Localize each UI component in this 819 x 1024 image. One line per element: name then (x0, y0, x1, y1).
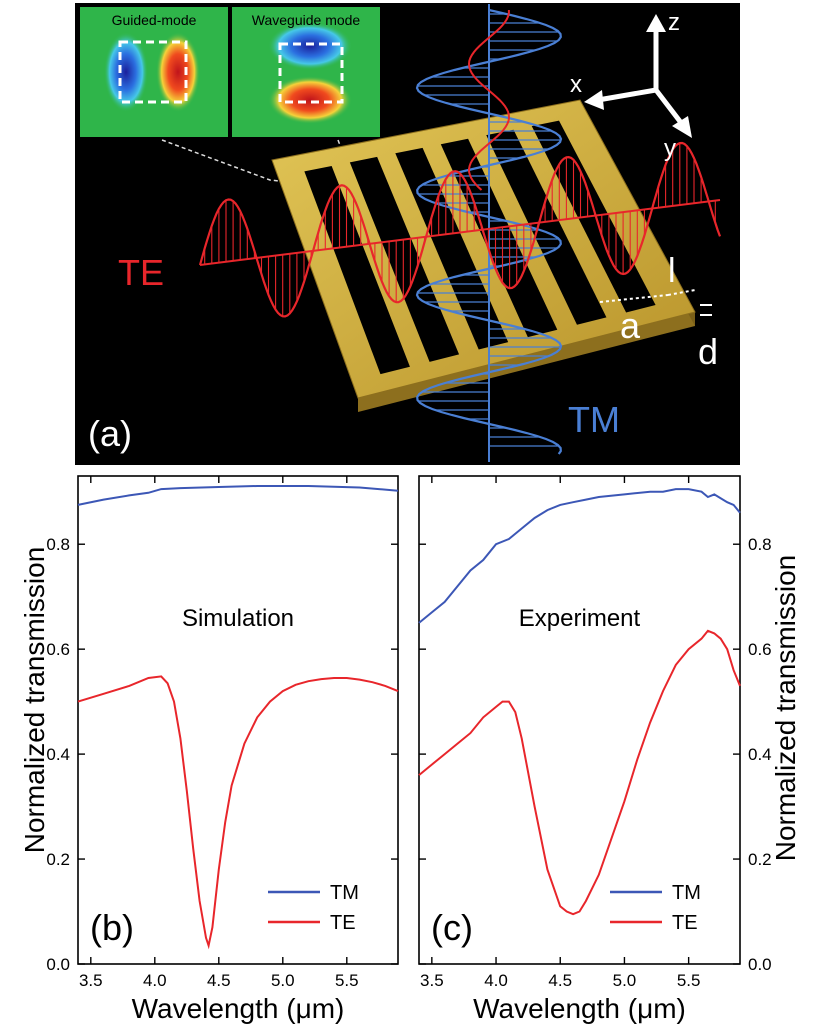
y-axis-title-left: Normalized transmission (19, 547, 50, 854)
axis-label-z: z (668, 9, 680, 36)
legend-label-tm: TM (330, 882, 359, 904)
inset-pointer-line (161, 139, 346, 189)
y-tick-label: 0.0 (748, 955, 772, 974)
chart-annotation: Simulation (182, 605, 294, 632)
grating-edge (358, 312, 695, 412)
x-tick-label: 3.5 (79, 971, 103, 990)
chart-experiment: 3.5 4.0 4.5 5.0 5.5 0.0 0.2 0.4 0.6 0.8 Experiment… (418, 475, 772, 1024)
dim-label-d: d (698, 331, 718, 372)
grating-slot (486, 129, 607, 325)
series-line-tm (77, 485, 399, 506)
y-tick-label: 0.8 (748, 535, 772, 554)
y-tick-label: 0.6 (46, 640, 70, 659)
panel-label: (b) (90, 907, 134, 948)
dimension-markers: a l d (599, 252, 718, 372)
x-tick-label: 4.5 (207, 971, 231, 990)
y-tick-label: 0.8 (46, 535, 70, 554)
chart-annotation: Experiment (519, 605, 641, 632)
y-tick-label: 0.4 (748, 745, 772, 764)
x-tick-label: 5.0 (613, 971, 637, 990)
plot-frame (418, 475, 741, 965)
te-wave (198, 141, 722, 318)
chart-simulation: 3.5 4.0 4.5 5.0 5.5 0.0 0.2 0.4 0.6 0.8 Simulation… (46, 475, 399, 1024)
panel-a-label: (a) (88, 413, 132, 454)
tm-wave-curve (415, 8, 563, 455)
plot-frame (77, 475, 399, 965)
x-tick-label: 5.0 (271, 971, 295, 990)
y-tick-label: 0.2 (46, 850, 70, 869)
series-line-tm (418, 488, 741, 624)
y-tick-label: 0.0 (46, 955, 70, 974)
inset-guided-mode: Guided-mode (80, 7, 228, 137)
field-lobe-red (156, 32, 200, 112)
tm-label: TM (568, 399, 620, 440)
y-tick-label: 0.4 (46, 745, 70, 764)
y-tick-label: 0.6 (748, 640, 772, 659)
x-axis-title: Wavelength (μm) (132, 993, 345, 1024)
series-line-te (418, 629, 741, 916)
inset-waveguide-mode: Waveguide mode (232, 7, 380, 137)
grating-slot (304, 165, 410, 375)
x-tick-label: 5.5 (335, 971, 359, 990)
field-lobe-blue (268, 22, 352, 70)
x-tick-label: 4.0 (143, 971, 167, 990)
inset-left-title: Guided-mode (112, 12, 197, 28)
inset-right-title: Waveguide mode (252, 12, 361, 28)
panel-label: (c) (431, 907, 473, 948)
dim-label-a: a (620, 305, 641, 346)
tm-magnetic-curve (467, 10, 511, 191)
series-line-te (77, 675, 399, 950)
te-label: TE (118, 252, 164, 293)
legend-label-te: TE (672, 912, 698, 934)
tm-wave (415, 4, 563, 462)
x-axis-title: Wavelength (μm) (473, 993, 686, 1024)
legend-label-te: TE (330, 912, 356, 934)
grating-slot (349, 156, 460, 362)
coordinate-axes (584, 14, 692, 138)
x-tick-label: 4.5 (548, 971, 572, 990)
axis-label-y: y (664, 135, 676, 162)
panel-a: Guided-mode Waveguide mode TE TM a l (75, 3, 740, 465)
legend-label-tm: TM (672, 882, 701, 904)
x-tick-label: 4.0 (484, 971, 508, 990)
y-tick-label: 0.2 (748, 850, 772, 869)
y-axis-title-right: Normalized transmission (770, 555, 801, 862)
field-lobe-red (268, 76, 352, 124)
axis-label-x: x (570, 71, 582, 98)
x-tick-label: 5.5 (677, 971, 701, 990)
dim-label-l: l (668, 252, 676, 290)
x-tick-label: 3.5 (420, 971, 444, 990)
field-lobe-blue (104, 32, 148, 112)
